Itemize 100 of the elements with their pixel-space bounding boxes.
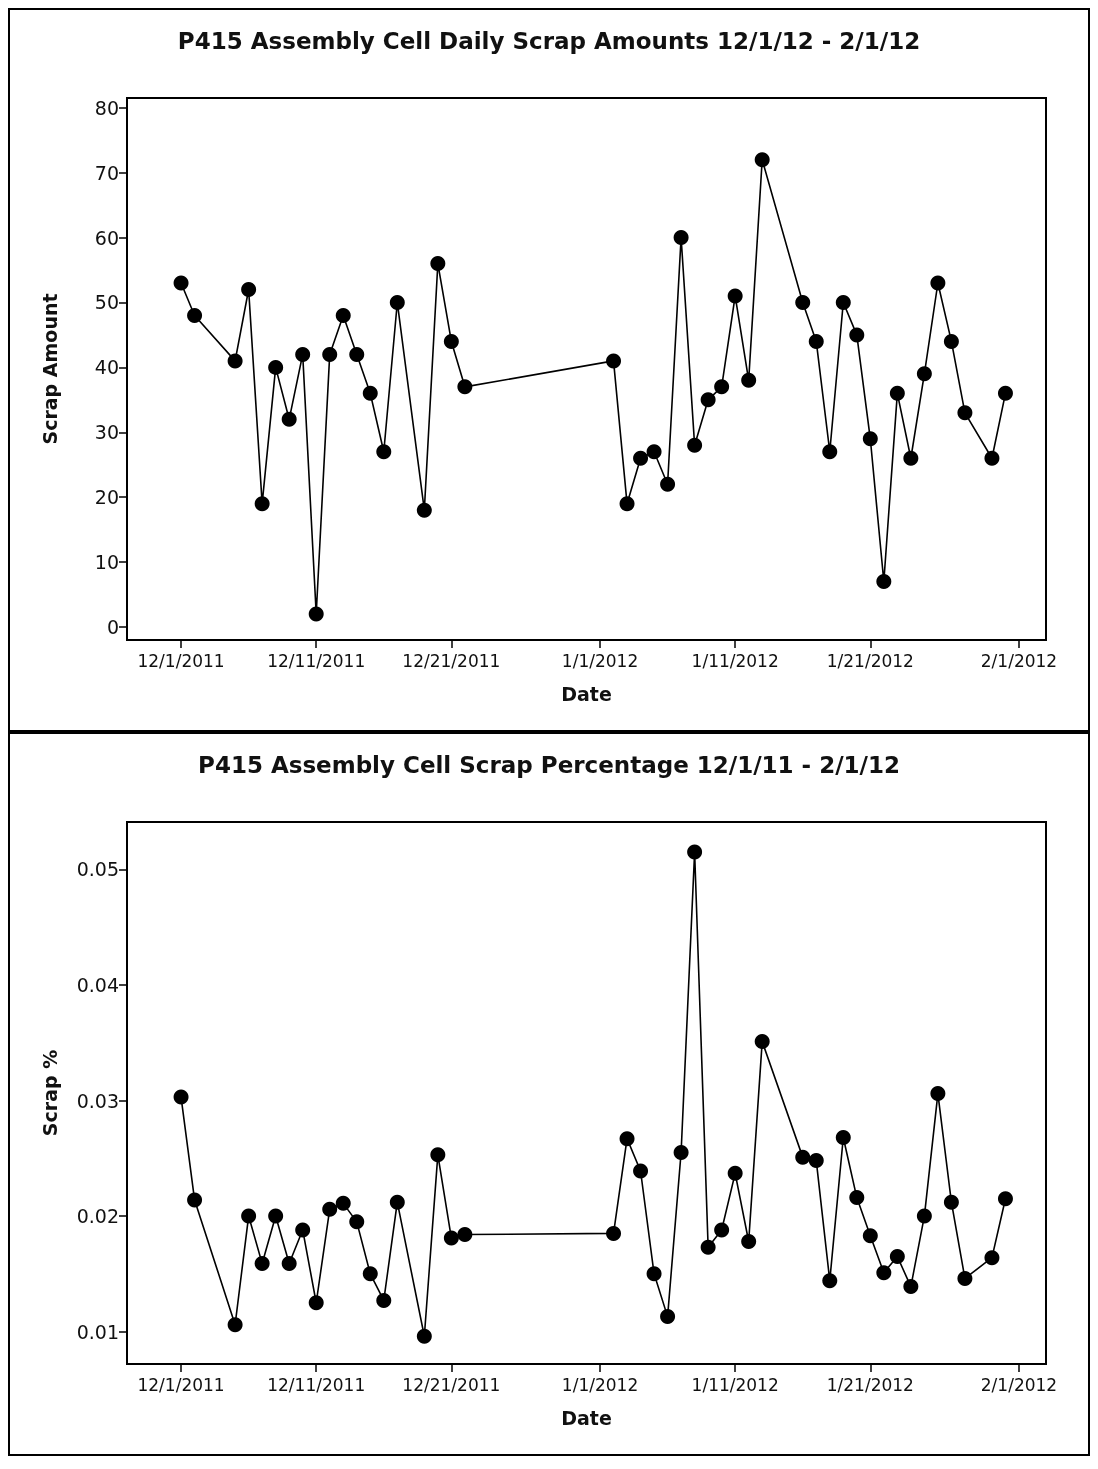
point: [889, 385, 905, 401]
point: [930, 1086, 946, 1102]
point: [389, 1194, 405, 1210]
point: [646, 444, 662, 460]
point: [835, 294, 851, 310]
point: [687, 844, 703, 860]
x-tick-label: 12/11/2011: [267, 650, 366, 671]
point: [308, 1295, 324, 1311]
point: [349, 346, 365, 362]
point: [362, 385, 378, 401]
y-tick-label: 50: [94, 291, 119, 314]
point: [741, 372, 757, 388]
point: [673, 1145, 689, 1161]
y-tick-label: 10: [94, 551, 119, 574]
point: [876, 574, 892, 590]
point: [227, 353, 243, 369]
point: [714, 1222, 730, 1238]
point: [714, 379, 730, 395]
point: [308, 606, 324, 622]
point: [173, 1089, 189, 1105]
point: [822, 1273, 838, 1289]
point: [916, 366, 932, 382]
point: [241, 281, 257, 297]
point: [619, 496, 635, 512]
x-tick-label: 1/11/2012: [691, 1374, 779, 1395]
point: [254, 1255, 270, 1271]
point: [416, 502, 432, 518]
point: [795, 294, 811, 310]
point: [822, 444, 838, 460]
point: [808, 333, 824, 349]
point: [335, 1195, 351, 1211]
point: [619, 1131, 635, 1147]
point: [984, 1250, 1000, 1266]
point: [808, 1153, 824, 1169]
y-tick-label: 40: [94, 356, 119, 379]
point: [376, 1292, 392, 1308]
point: [835, 1130, 851, 1145]
x-tick-label: 2/1/2012: [980, 1374, 1058, 1395]
point: [281, 411, 297, 427]
x-axis-title: Date: [561, 1406, 612, 1429]
x-tick-label: 1/21/2012: [826, 1374, 914, 1395]
x-tick-label: 1/11/2012: [691, 650, 779, 671]
x-tick-label: 12/1/2011: [137, 650, 225, 671]
point: [322, 346, 338, 362]
point: [997, 1191, 1013, 1207]
point: [227, 1317, 243, 1333]
point: [903, 1279, 919, 1295]
point: [268, 359, 284, 375]
point: [876, 1265, 892, 1281]
point: [700, 392, 716, 408]
chart-title: P415 Assembly Cell Daily Scrap Amounts 12/1/12 - 2/1/12: [177, 27, 921, 54]
point: [997, 385, 1013, 401]
point: [335, 307, 351, 323]
y-axis-title: Scrap %: [38, 1049, 61, 1137]
point: [862, 431, 878, 447]
point: [322, 1201, 338, 1217]
point: [443, 333, 459, 349]
point: [943, 333, 959, 349]
point: [943, 1194, 959, 1210]
x-tick-label: 12/1/2011: [137, 1374, 225, 1395]
point: [916, 1208, 932, 1224]
point: [673, 230, 689, 246]
point: [727, 288, 743, 304]
point: [633, 1163, 649, 1179]
point: [633, 450, 649, 466]
point: [957, 405, 973, 421]
chart-title: P415 Assembly Cell Scrap Percentage 12/1/11 - 2/1/12: [198, 751, 900, 778]
point: [254, 496, 270, 512]
y-tick-label: 60: [94, 226, 119, 249]
y-tick-label: 0.03: [76, 1089, 119, 1112]
point: [660, 476, 676, 492]
point: [727, 1165, 743, 1181]
y-tick-label: 0: [106, 616, 119, 639]
point: [295, 346, 311, 362]
x-axis-title: Date: [561, 682, 612, 705]
point: [700, 1239, 716, 1255]
point: [606, 353, 622, 369]
y-tick-label: 0.02: [76, 1205, 119, 1228]
point: [660, 1309, 676, 1325]
point: [430, 256, 446, 272]
y-tick-label: 0.01: [76, 1320, 119, 1343]
x-tick-label: 12/21/2011: [402, 650, 501, 671]
point: [295, 1222, 311, 1238]
point: [268, 1208, 284, 1224]
point: [457, 379, 473, 395]
x-tick-label: 12/11/2011: [267, 1374, 366, 1395]
point: [862, 1228, 878, 1244]
y-tick-label: 80: [94, 96, 119, 119]
x-tick-label: 2/1/2012: [980, 650, 1058, 671]
point: [903, 450, 919, 466]
x-tick-label: 1/21/2012: [826, 650, 914, 671]
x-tick-label: 12/21/2011: [402, 1374, 501, 1395]
point: [646, 1266, 662, 1282]
point: [849, 327, 865, 343]
x-tick-label: 1/1/2012: [561, 650, 639, 671]
point: [349, 1214, 365, 1230]
y-tick-label: 20: [94, 486, 119, 509]
point: [173, 275, 189, 291]
point: [389, 294, 405, 310]
point: [416, 1328, 432, 1344]
